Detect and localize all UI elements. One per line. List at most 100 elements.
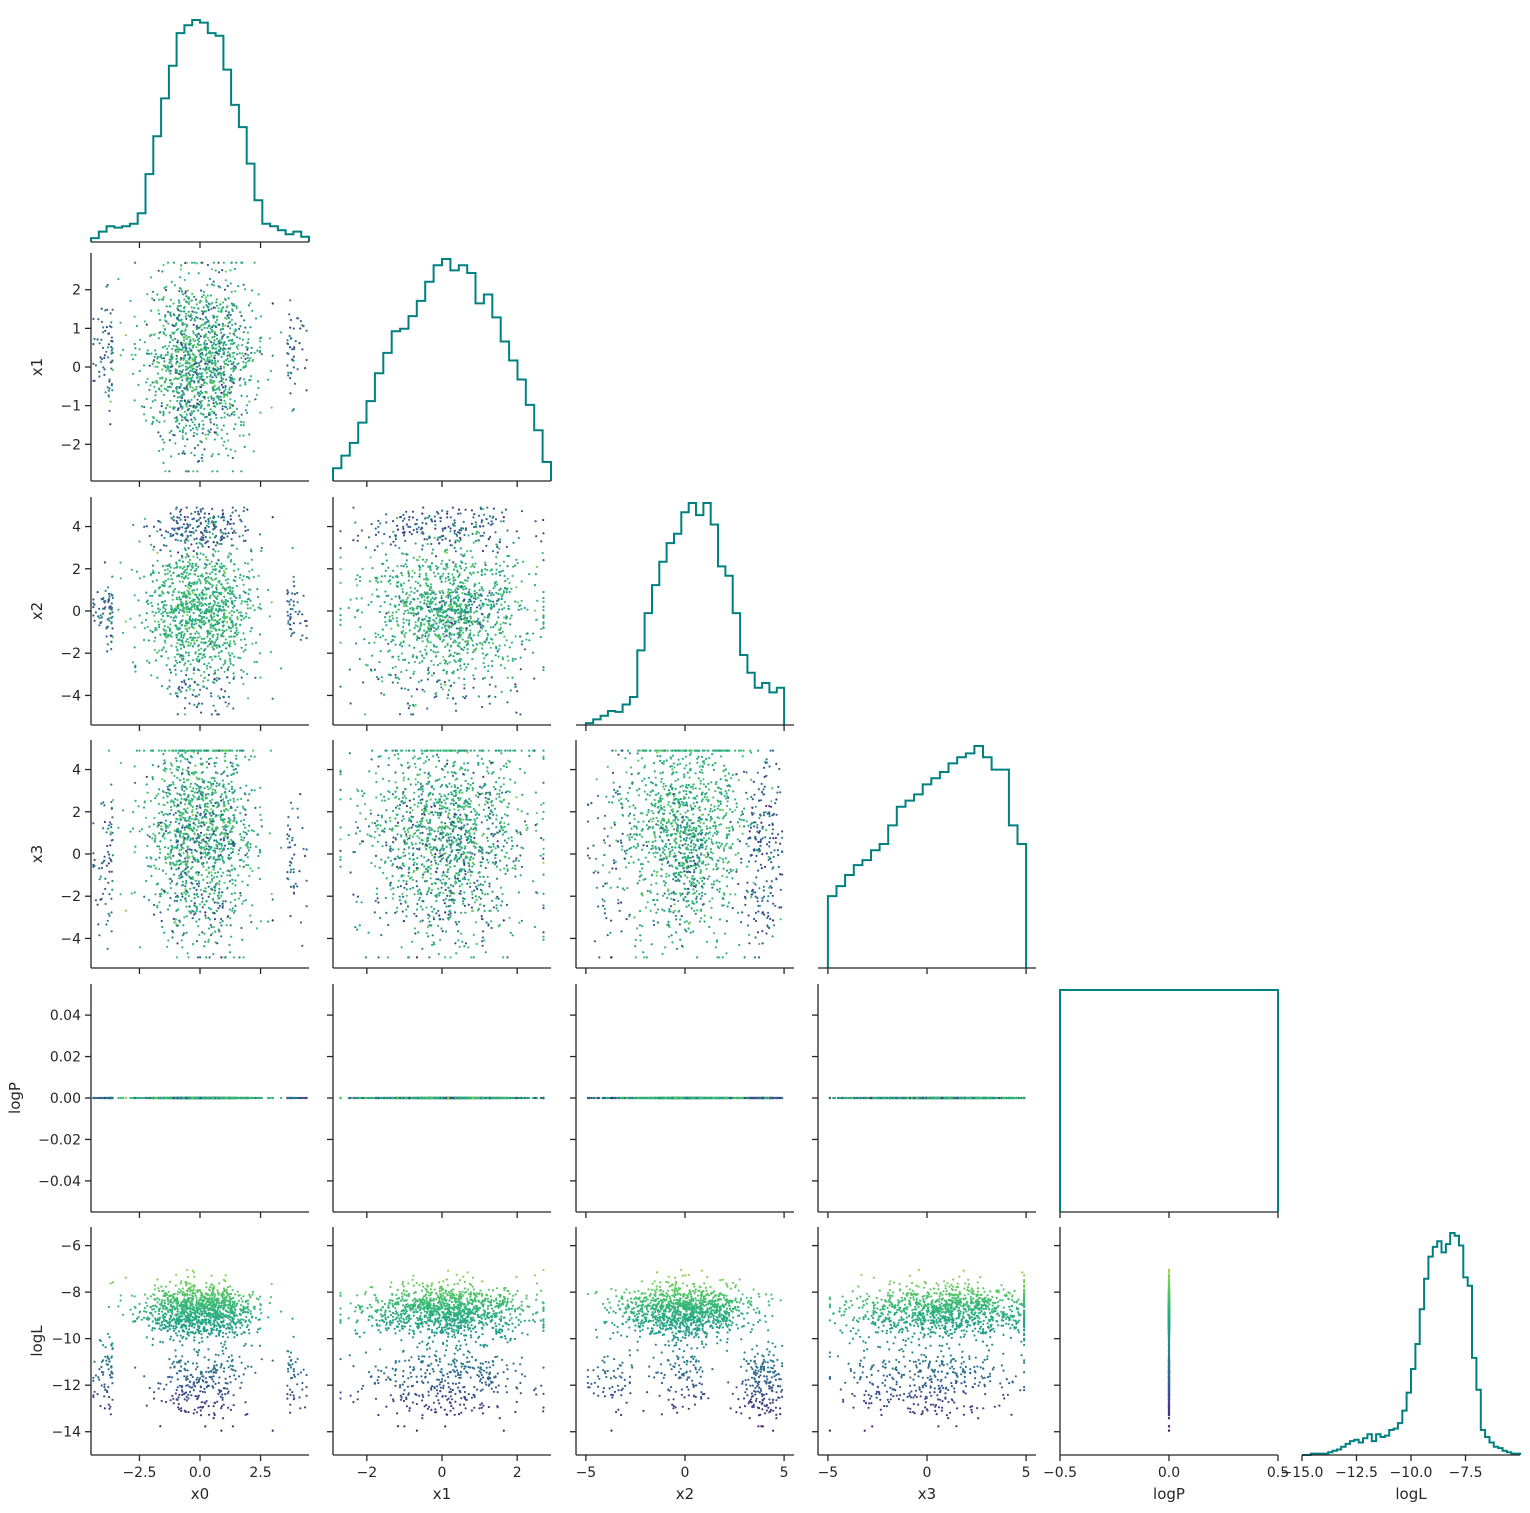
scatter-point <box>225 638 227 640</box>
scatter-point <box>228 353 230 355</box>
scatter-point <box>449 653 451 655</box>
scatter-point <box>167 591 169 593</box>
scatter-point <box>197 308 199 310</box>
scatter-point <box>95 364 97 366</box>
scatter-point <box>186 262 188 264</box>
scatter-point <box>482 508 484 510</box>
scatter-point <box>227 592 229 594</box>
scatter-point <box>182 431 184 433</box>
scatter-point <box>193 354 195 356</box>
scatter-point <box>402 641 404 643</box>
scatter-point <box>194 652 196 654</box>
x-axis-x1-row-x1 <box>333 481 551 487</box>
scatter-point <box>216 316 218 318</box>
scatter-point <box>449 661 451 663</box>
scatter-point <box>201 460 203 462</box>
scatter-point <box>293 581 295 583</box>
scatter-point <box>213 399 215 401</box>
scatter-point <box>211 382 213 384</box>
scatter-point <box>232 356 234 358</box>
scatter-point <box>437 573 439 575</box>
scatter-point <box>290 319 292 321</box>
scatter-point <box>173 921 175 923</box>
scatter-point <box>427 641 429 643</box>
scatter-point <box>134 316 136 318</box>
scatter-point <box>205 593 207 595</box>
scatter-point <box>450 626 452 628</box>
scatter-point <box>180 636 182 638</box>
scatter-point <box>527 632 529 634</box>
scatter-point <box>198 632 200 634</box>
scatter-point <box>464 615 466 617</box>
scatter-point <box>408 644 410 646</box>
scatter-point <box>507 565 509 567</box>
scatter-point <box>395 538 397 540</box>
scatter-point <box>390 628 392 630</box>
scatter-point <box>409 629 411 631</box>
scatter-point <box>197 656 199 658</box>
scatter-point <box>290 599 292 601</box>
scatter-point <box>248 570 250 572</box>
scatter-point <box>432 619 434 621</box>
scatter-point <box>204 612 206 614</box>
scatter-point <box>177 605 179 607</box>
scatter-point <box>502 570 504 572</box>
scatter-point <box>163 296 165 298</box>
scatter-point <box>196 399 198 401</box>
scatter-point <box>184 445 186 447</box>
scatter-point <box>161 534 163 536</box>
scatter-point <box>200 511 202 513</box>
scatter-point <box>447 588 449 590</box>
scatter-point <box>170 645 172 647</box>
scatter-point <box>478 604 480 606</box>
scatter-point <box>187 561 189 563</box>
scatter-point <box>229 332 231 334</box>
scatter-point <box>177 639 179 641</box>
scatter-point <box>249 600 251 602</box>
scatter-point <box>178 575 180 577</box>
scatter-point <box>206 327 208 329</box>
scatter-point <box>219 629 221 631</box>
scatter-point <box>481 574 483 576</box>
scatter-point <box>257 380 259 382</box>
scatter-point <box>169 335 171 337</box>
scatter-point <box>402 514 404 516</box>
scatter-point <box>489 590 491 592</box>
scatter-point <box>297 368 299 370</box>
scatter-point <box>229 645 231 647</box>
scatter-point <box>514 600 516 602</box>
scatter-point <box>164 420 166 422</box>
scatter-point <box>535 535 537 537</box>
scatter-point <box>439 662 441 664</box>
scatter-point <box>94 859 96 861</box>
scatter-point <box>507 655 509 657</box>
scatter-point <box>258 293 260 295</box>
scatter-point <box>339 608 341 610</box>
scatter-point <box>241 344 243 346</box>
scatter-point <box>107 643 109 645</box>
scatter-point <box>458 642 460 644</box>
scatter-point <box>167 351 169 353</box>
scatter-point <box>212 533 214 535</box>
scatter-point <box>211 359 213 361</box>
scatter-point <box>394 544 396 546</box>
scatter-point <box>169 623 171 625</box>
scatter-point <box>217 559 219 561</box>
scatter-point <box>196 588 198 590</box>
scatter-point <box>473 585 475 587</box>
scatter-point <box>289 335 291 337</box>
scatter-point <box>226 617 228 619</box>
scatter-point <box>150 353 152 355</box>
scatter-point <box>395 611 397 613</box>
scatter-point <box>183 339 185 341</box>
scatter-point <box>192 592 194 594</box>
scatter-point <box>356 597 358 599</box>
scatter-point <box>504 575 506 577</box>
scatter-point <box>176 355 178 357</box>
scatter-point <box>162 264 164 266</box>
scatter-point <box>108 750 110 752</box>
scatter-point <box>212 315 214 317</box>
scatter-point <box>183 681 185 683</box>
scatter-point <box>108 606 110 608</box>
scatter-point <box>495 647 497 649</box>
